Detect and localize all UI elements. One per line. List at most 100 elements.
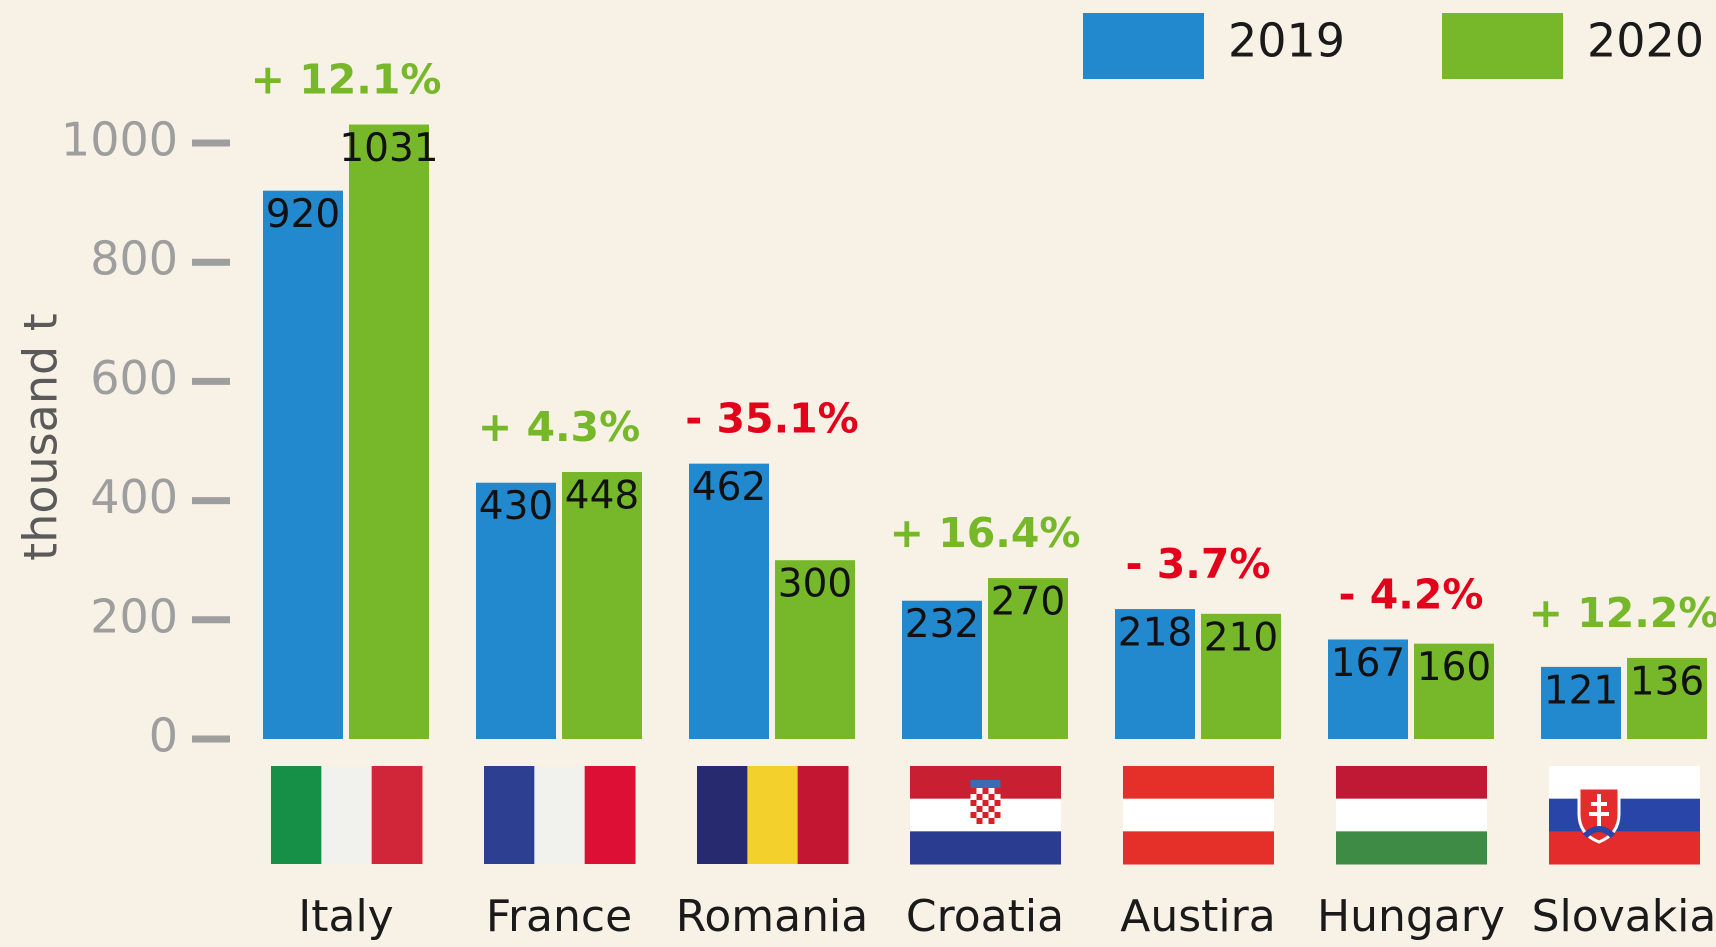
flag-arms — [970, 812, 977, 818]
change-annotation: + 12.2% — [1529, 589, 1716, 637]
flag-arms — [1589, 794, 1609, 828]
data-label: 232 — [905, 602, 979, 647]
flag-arms — [970, 806, 977, 812]
flag — [1549, 766, 1700, 865]
flag — [1336, 766, 1487, 865]
bar — [349, 124, 429, 740]
flag-arms — [982, 794, 989, 800]
flag-arms — [994, 812, 1001, 818]
flag — [910, 766, 1061, 865]
flag-arms — [994, 806, 1001, 812]
bar — [1627, 657, 1707, 739]
data-label: 430 — [479, 484, 553, 529]
data-label: 136 — [1630, 659, 1704, 704]
flag-arms — [970, 800, 977, 806]
flag-stripe — [1549, 766, 1700, 800]
flag-arms — [982, 788, 989, 794]
flag-arms — [976, 788, 983, 794]
flag-arms — [970, 788, 977, 794]
data-label: 160 — [1417, 645, 1491, 690]
flag-arms — [970, 818, 977, 824]
y-axis-label: thousand t — [14, 313, 68, 561]
flag-arms — [976, 818, 983, 824]
bar — [1115, 609, 1195, 739]
x-tick-label: Croatia — [906, 891, 1064, 942]
flag-stripe — [1336, 831, 1487, 865]
x-tick-label: Italy — [298, 891, 393, 942]
flag-arms — [970, 794, 977, 800]
change-annotation: - 4.2% — [1338, 570, 1483, 618]
change-annotation: + 16.4% — [890, 509, 1081, 557]
flag — [1123, 766, 1274, 865]
flag-arms — [976, 812, 983, 818]
flag-arms — [976, 800, 983, 806]
flag-stripe — [1123, 831, 1274, 865]
flag-arms — [988, 806, 995, 812]
data-label: 218 — [1118, 611, 1192, 656]
bar — [476, 482, 556, 739]
bar — [988, 578, 1068, 739]
change-annotation: - 3.7% — [1125, 540, 1270, 588]
data-label: 920 — [266, 192, 340, 237]
bar — [263, 190, 343, 739]
data-label: 167 — [1331, 641, 1405, 686]
flag-stripe — [1123, 798, 1274, 832]
change-annotation: + 12.1% — [251, 56, 442, 104]
y-tick-label: 0 — [149, 709, 178, 763]
flag-stripe — [1549, 798, 1700, 832]
flag-arms — [976, 794, 983, 800]
flag-stripe — [371, 766, 423, 864]
flag-stripe — [321, 766, 373, 864]
bar — [1328, 639, 1408, 739]
legend-swatch — [1442, 13, 1563, 79]
flag-arms — [982, 800, 989, 806]
flag-arms — [982, 806, 989, 812]
flag-stripe — [747, 766, 799, 864]
flag — [484, 766, 636, 864]
bar — [775, 560, 855, 739]
flag-stripe — [797, 766, 849, 864]
flag — [271, 766, 423, 864]
flag-stripe — [1123, 766, 1274, 800]
data-label: 270 — [991, 580, 1065, 625]
flag — [697, 766, 849, 864]
bar — [562, 471, 642, 739]
flag-stripe — [271, 766, 322, 864]
flag-arms — [988, 794, 995, 800]
x-tick-label: France — [486, 891, 632, 942]
flag-stripe — [697, 766, 748, 864]
flag-arms — [994, 800, 1001, 806]
change-annotation: + 4.3% — [478, 403, 640, 451]
data-label: 448 — [565, 473, 639, 518]
y-tick-label: 600 — [90, 351, 178, 405]
data-label: 1031 — [339, 126, 438, 171]
data-label: 121 — [1544, 668, 1618, 713]
change-annotation: - 35.1% — [685, 395, 859, 443]
flag-stripe — [1549, 831, 1700, 865]
flag-arms — [994, 818, 1001, 824]
legend-swatch — [1083, 13, 1204, 79]
flag-stripe — [910, 831, 1061, 865]
legend-label: 2020 — [1587, 14, 1704, 68]
legend-label: 2019 — [1228, 14, 1345, 68]
bar — [1541, 666, 1621, 739]
flag-stripe — [584, 766, 636, 864]
bar — [1201, 613, 1281, 739]
flag-arms — [976, 806, 983, 812]
bar — [902, 600, 982, 739]
flag-arms — [988, 788, 995, 794]
flag-arms — [988, 812, 995, 818]
y-tick-label: 200 — [90, 589, 178, 643]
x-tick-label: Slovakia — [1532, 891, 1716, 942]
y-tick-label: 800 — [90, 232, 178, 286]
y-tick-label: 1000 — [61, 113, 178, 167]
flag-arms — [982, 812, 989, 818]
flag-arms — [988, 800, 995, 806]
flag-arms — [970, 780, 1001, 788]
flag-arms — [988, 818, 995, 824]
flag-stripe — [534, 766, 586, 864]
data-label: 300 — [778, 562, 852, 607]
flag-stripe — [1336, 766, 1487, 800]
